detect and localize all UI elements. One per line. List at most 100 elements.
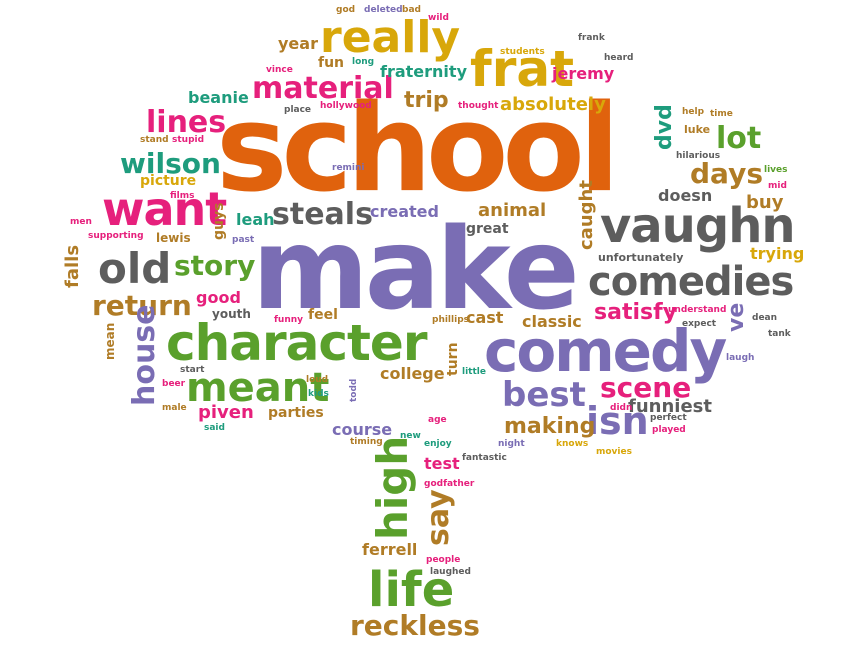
word-deleted: deleted [364,5,403,15]
word-unfortunately: unfortunately [598,251,684,264]
word-good: good [196,288,241,307]
word-guys: guys [211,202,227,240]
word-fun: fun [318,55,345,71]
word-dean: dean [752,313,778,323]
word-really: really [320,12,461,63]
word-expect: expect [682,319,717,329]
word-story: story [174,249,256,282]
word-feel: feel [308,307,338,323]
word-night: night [498,439,525,449]
word-thought: thought [458,101,499,111]
word-help: help [682,107,705,117]
word-doesn: doesn [658,186,713,205]
word-played: played [652,425,686,435]
word-funny: funny [274,315,304,325]
word-supporting: supporting [88,231,144,241]
word-life: life [368,562,455,618]
word-ferrell: ferrell [362,540,418,559]
word-enjoy: enjoy [424,439,452,449]
word-material: material [252,71,394,106]
word-great: great [466,221,509,237]
word-people: people [426,555,461,565]
word-isn: isn [586,399,649,443]
word-say: say [421,489,456,546]
word-laugh: laugh [726,353,755,363]
word-wild: wild [428,13,449,23]
word-cast: cast [466,308,504,327]
word-said: said [204,423,225,433]
word-knows: knows [556,439,589,449]
word-stand: stand [140,135,169,145]
word-year: year [278,34,318,53]
word-bad: bad [402,5,421,15]
word-parties: parties [268,405,324,421]
word-turn: turn [445,342,461,376]
word-picture: picture [140,173,197,189]
word-reckless: reckless [350,609,480,642]
word-lewis: lewis [156,231,191,245]
word-fraternity: fraternity [380,62,467,81]
word-lines: lines [146,105,227,140]
word-hollywood: hollywood [320,101,372,111]
word-frat: frat [470,40,575,98]
word-loud: loud [306,375,329,385]
word-start: start [180,365,205,375]
word-steals: steals [272,197,373,232]
word-lives: lives [764,165,788,175]
word-past: past [232,235,255,245]
word-trying: trying [750,244,805,263]
word-ve: ve [724,302,749,332]
word-house: house [127,304,162,406]
word-school: school [216,80,620,219]
word-mid: mid [768,181,787,191]
word-comedies: comedies [588,259,794,305]
word-old: old [98,244,172,293]
word-animal: animal [478,200,547,221]
word-new: new [400,431,421,441]
word-created: created [370,202,439,221]
word-laughed: laughed [430,567,471,577]
word-college: college [380,364,445,383]
word-meant: meant [186,365,330,411]
word-best: best [502,375,586,415]
word-leah: leah [236,210,275,229]
word-make: make [252,205,580,335]
word-course: course [332,420,393,439]
word-students: students [500,47,545,57]
word-men: men [70,217,92,227]
word-hilarious: hilarious [676,151,721,161]
word-test: test [424,454,460,473]
word-making: making [504,414,596,439]
word-male: male [162,403,187,413]
word-dvd: dvd [652,104,677,150]
word-vince: vince [266,65,293,75]
word-high: high [368,435,417,540]
word-return: return [92,289,192,322]
word-remini: remini [332,163,365,173]
word-want: want [102,182,227,236]
word-frank: frank [578,33,605,43]
word-todd: todd [349,378,359,402]
word-character: character [166,314,427,372]
word-mean: mean [103,322,117,360]
word-didn: didn [610,403,633,413]
word-timing: timing [350,437,383,447]
word-kids: kids [308,389,329,399]
word-phillips: phillips [432,315,469,325]
word-classic: classic [522,312,582,331]
word-youth: youth [212,307,251,321]
word-beanie: beanie [188,88,249,107]
word-buy: buy [746,192,784,213]
word-piven: piven [198,402,254,423]
word-perfect: perfect [650,413,687,423]
word-place: place [284,105,312,115]
word-comedy: comedy [484,317,727,385]
word-absolutely: absolutely [500,94,606,115]
word-days: days [690,157,763,190]
word-trip: trip [404,88,449,113]
word-god: god [336,5,356,15]
word-heard: heard [604,53,634,63]
word-vaughn: vaughn [600,198,796,254]
word-godfather: godfather [424,479,475,489]
